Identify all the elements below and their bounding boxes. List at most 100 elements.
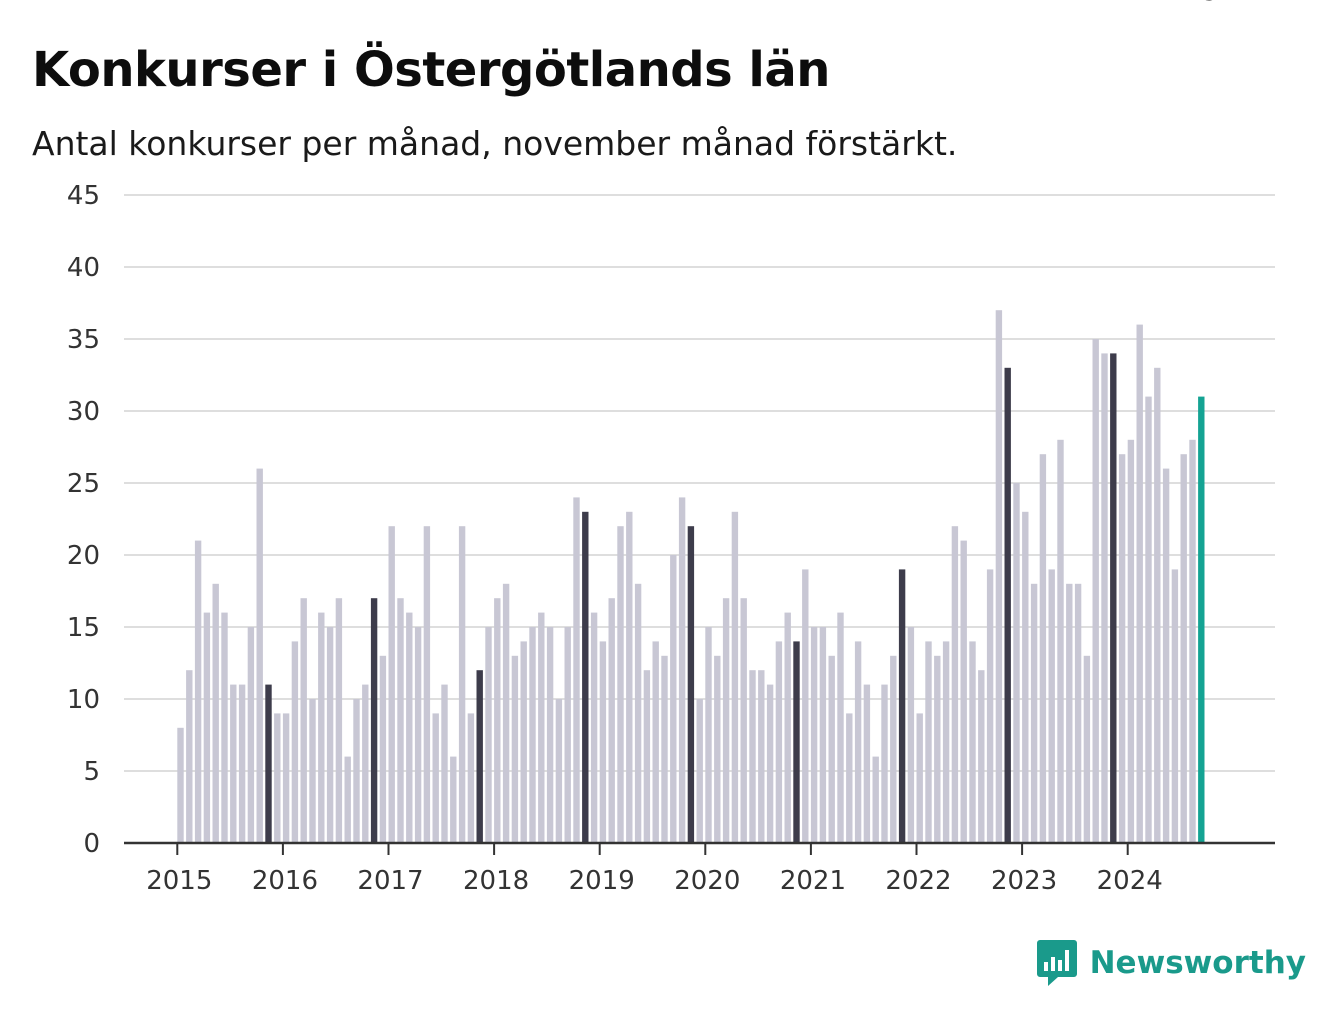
bar <box>230 684 237 843</box>
bar <box>740 598 747 843</box>
bar <box>1136 324 1143 844</box>
bar <box>318 612 325 843</box>
x-tick-label: 2019 <box>569 866 635 896</box>
bar <box>282 713 290 843</box>
bar <box>775 641 783 843</box>
bar <box>238 684 246 843</box>
bar <box>907 627 915 843</box>
bar <box>1013 483 1020 843</box>
chart-subtitle: Antal konkurser per månad, november måna… <box>32 124 958 163</box>
bar <box>1127 439 1135 843</box>
bar <box>300 598 307 843</box>
bar <box>485 627 492 843</box>
newsworthy-logo: Newsworthy <box>1036 938 1306 988</box>
bar <box>309 699 316 843</box>
bar <box>1030 583 1038 843</box>
x-tick-label: 2015 <box>146 866 212 896</box>
bar <box>837 612 844 843</box>
bar <box>951 526 959 843</box>
bar <box>467 713 475 843</box>
bar <box>326 627 334 843</box>
bar <box>986 569 994 843</box>
bar <box>397 598 404 843</box>
bar <box>766 684 774 843</box>
bar <box>414 627 422 843</box>
bar <box>758 670 765 843</box>
bar <box>265 684 272 843</box>
bar <box>714 655 721 843</box>
bar <box>802 569 809 843</box>
bar <box>1074 583 1082 843</box>
bar <box>705 627 712 843</box>
y-tick-label: 5 <box>83 757 100 787</box>
bar <box>1083 655 1091 843</box>
x-tick-label: 2022 <box>885 866 951 896</box>
bar <box>590 612 598 843</box>
bar <box>1145 396 1152 843</box>
x-axis-ticks: 2015 2016 2017 2018 2019 2020 2021 2022 2023 2024 <box>146 843 1163 896</box>
bar <box>872 756 879 843</box>
y-axis-ticks: 0 5 10 15 20 25 30 35 40 45 <box>67 181 100 859</box>
bar <box>731 511 739 843</box>
bar <box>722 598 730 843</box>
bar <box>335 598 343 843</box>
bar <box>494 598 501 843</box>
bar <box>212 583 219 843</box>
bar <box>898 569 906 843</box>
bar <box>634 583 642 843</box>
bar <box>362 684 369 843</box>
bar <box>1004 367 1011 843</box>
bar <box>520 641 527 843</box>
y-tick-label: 10 <box>67 685 100 715</box>
bar <box>1180 454 1187 843</box>
bar <box>916 713 923 843</box>
bar <box>810 627 818 843</box>
bar <box>670 555 677 843</box>
bar <box>661 655 668 843</box>
bar <box>678 497 686 843</box>
bar <box>1198 396 1205 843</box>
x-tick-label: 2017 <box>357 866 423 896</box>
bar <box>846 713 853 843</box>
bar <box>1066 583 1073 843</box>
bar <box>247 627 255 843</box>
bar <box>423 526 431 843</box>
bar <box>291 641 299 843</box>
x-tick-label: 2021 <box>780 866 846 896</box>
x-tick-label: 2020 <box>674 866 740 896</box>
bar <box>969 641 976 843</box>
brand-name: Newsworthy <box>1089 945 1306 981</box>
bar <box>599 641 607 843</box>
y-tick-label: 15 <box>67 613 100 643</box>
y-tick-label: 0 <box>83 829 100 859</box>
bar <box>194 540 202 843</box>
bar <box>546 627 554 843</box>
bar <box>573 497 580 843</box>
y-tick-label: 45 <box>67 181 100 211</box>
bar <box>221 612 228 843</box>
bar <box>441 684 448 843</box>
newsworthy-bar-chart-icon <box>1036 940 1077 986</box>
x-tick-label: 2023 <box>991 866 1057 896</box>
bar <box>344 756 351 843</box>
x-tick-label: 2024 <box>1097 866 1163 896</box>
bar <box>696 699 703 843</box>
bar <box>784 612 791 843</box>
bars <box>177 310 1205 844</box>
bar <box>1092 339 1099 843</box>
bar <box>617 526 624 843</box>
bar <box>388 526 395 843</box>
bar <box>406 612 413 843</box>
bar <box>687 526 695 843</box>
bar <box>1118 454 1126 843</box>
bar <box>863 684 871 843</box>
bar <box>1022 511 1029 843</box>
bar <box>502 583 510 843</box>
x-tick-label: 2016 <box>252 866 318 896</box>
bar <box>1048 569 1055 843</box>
bar <box>274 713 281 843</box>
bar <box>942 641 950 843</box>
y-tick-label: 25 <box>67 469 100 499</box>
bar <box>890 655 897 843</box>
bar <box>186 670 193 843</box>
